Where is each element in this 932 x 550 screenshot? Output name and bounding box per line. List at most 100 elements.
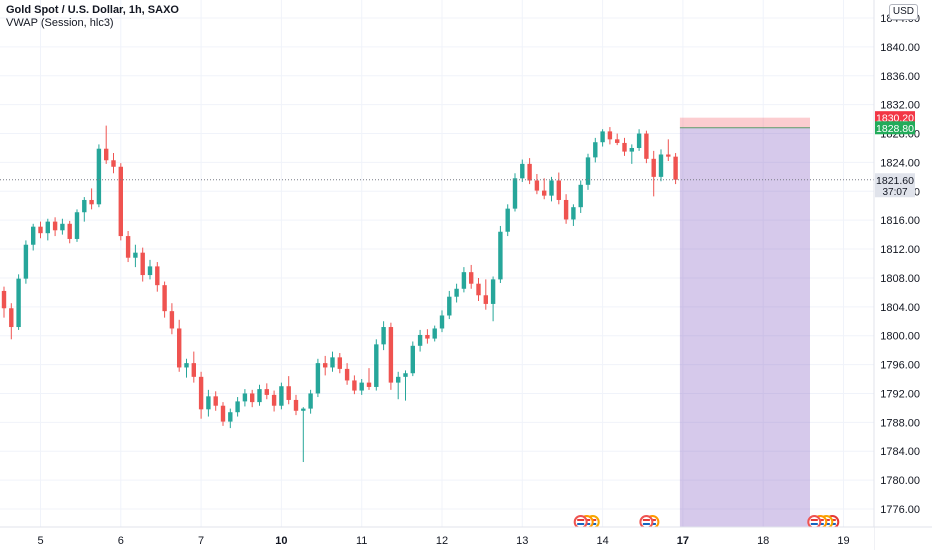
candle-body <box>74 212 80 239</box>
candle-body <box>169 311 175 329</box>
economic-event-icon <box>807 515 840 529</box>
flag-stripe <box>577 519 585 521</box>
candle-up <box>74 209 80 242</box>
candle-body <box>184 363 189 368</box>
candle-up <box>417 329 423 352</box>
candle-body <box>439 315 445 329</box>
candle-body <box>615 139 620 143</box>
candle-body <box>67 223 72 239</box>
price-tick-label: 1804.00 <box>880 302 920 314</box>
time-tick-label: 10 <box>275 535 287 547</box>
price-tick-label: 1840.00 <box>880 42 920 54</box>
candle-up <box>96 144 102 208</box>
candle-body <box>469 272 474 284</box>
candle-down <box>140 247 145 282</box>
time-axis: 5 6 7 10 11 12 13 14 17 18 19 <box>0 526 932 550</box>
candle-body <box>104 148 109 161</box>
candle-down <box>250 389 255 408</box>
price-tick-label: 1792.00 <box>880 388 920 400</box>
candle-up <box>520 159 525 182</box>
grid <box>0 0 874 527</box>
candle-body <box>549 180 554 196</box>
candle-up <box>636 129 642 151</box>
candle-body <box>563 199 569 220</box>
candle-body <box>432 328 437 339</box>
price-tick-label: 1800.00 <box>880 331 920 343</box>
candle-down <box>264 383 269 400</box>
candle-up <box>206 389 211 417</box>
indicator-label[interactable]: VWAP (Session, hlc3) <box>6 17 114 29</box>
stop-price-tag-bg <box>875 111 915 125</box>
candle-body <box>658 154 664 177</box>
candle-up <box>461 267 467 293</box>
candle-body <box>622 142 627 152</box>
candle-body <box>293 399 299 411</box>
candle-body <box>31 226 36 245</box>
candle-body <box>271 394 277 406</box>
candle-up <box>235 397 240 417</box>
candle-body <box>461 272 467 289</box>
candle-up <box>447 290 452 320</box>
candle-body <box>666 154 671 157</box>
candle-body <box>476 283 481 296</box>
candle-body <box>257 389 262 403</box>
candle-down <box>476 277 481 302</box>
candle-body <box>177 328 182 368</box>
candle-down <box>104 125 109 164</box>
candle-body <box>242 393 248 402</box>
candle-body <box>315 363 321 394</box>
candle-down <box>155 262 160 292</box>
short-position-tool[interactable] <box>679 117 810 527</box>
candle-body <box>673 156 678 180</box>
candle-body <box>9 308 14 328</box>
target-zone <box>679 127 810 527</box>
candle-down <box>125 231 131 263</box>
flag-stripe <box>642 523 650 525</box>
candle-up <box>133 244 138 268</box>
candle-up <box>374 339 379 391</box>
time-tick-label: 18 <box>757 535 769 547</box>
candle-down <box>607 127 613 145</box>
candle-body <box>359 382 364 391</box>
time-axis-bg <box>0 527 874 550</box>
candle-body <box>330 357 335 368</box>
candle-down <box>271 390 277 412</box>
candle-body <box>571 207 576 220</box>
candle-up <box>490 276 496 322</box>
candle-up <box>658 149 664 182</box>
candle-up <box>23 240 29 284</box>
candle-down <box>563 194 569 224</box>
candle-up <box>308 389 313 414</box>
candle-body <box>337 357 342 369</box>
candle-up <box>242 389 248 407</box>
candle-up <box>585 153 591 190</box>
currency-badge[interactable]: USD <box>888 4 918 20</box>
candle-down <box>198 371 204 419</box>
candle-body <box>206 396 211 410</box>
candle-down <box>220 402 226 426</box>
candle-body <box>23 244 29 279</box>
symbol-title[interactable]: Gold Spot / U.S. Dollar, 1h, SAXO <box>6 4 179 16</box>
candle-body <box>162 285 167 312</box>
time-tick-label: 7 <box>198 535 204 547</box>
candle-up <box>600 129 605 147</box>
price-tick-label: 1776.00 <box>880 504 920 516</box>
candle-body <box>352 380 357 391</box>
candle-body <box>593 142 598 158</box>
candle-down <box>38 221 43 239</box>
candle-body <box>191 363 196 377</box>
candle-up <box>505 204 510 237</box>
candle-body <box>250 393 255 403</box>
time-tick-label: 13 <box>516 535 528 547</box>
candle-down <box>323 355 328 376</box>
candle-up <box>315 358 321 398</box>
candles <box>1 125 678 463</box>
candle-down <box>673 153 678 185</box>
time-tick-label: 19 <box>837 535 849 547</box>
price-tick-label: 1812.00 <box>880 244 920 256</box>
candle-up <box>279 382 284 410</box>
candle-body <box>366 382 372 387</box>
candle-down <box>111 153 116 174</box>
candle-down <box>388 322 394 390</box>
